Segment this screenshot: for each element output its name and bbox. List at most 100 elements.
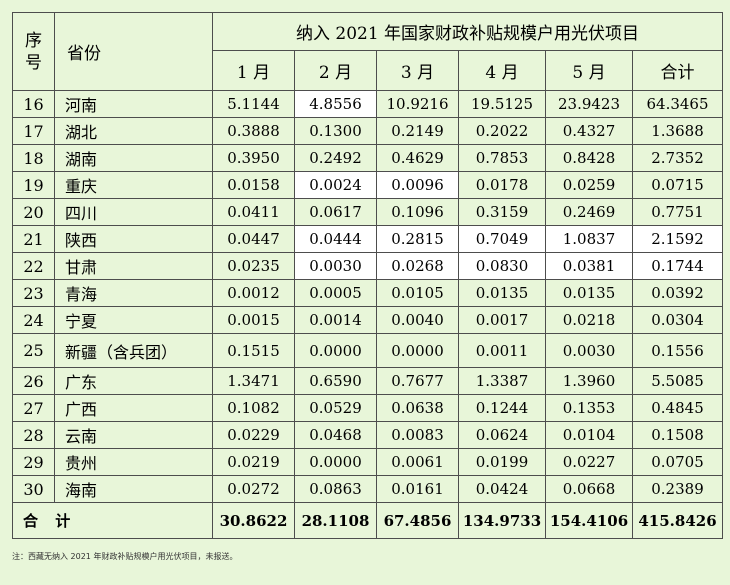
row-value: 0.3888 (212, 117, 295, 145)
row-value: 0.1244 (458, 394, 546, 422)
row-value: 0.8428 (545, 144, 633, 172)
header-title: 纳入 2021 年国家财政补贴规模户用光伏项目 (211, 12, 724, 51)
table-row: 26 广东 1.3471 0.6590 0.7677 1.3387 1.3960 5.5085 (12, 367, 724, 395)
row-value: 0.0005 (294, 279, 377, 307)
row-value: 0.0529 (294, 394, 377, 422)
row-value: 0.0178 (458, 171, 546, 199)
row-value: 0.0040 (376, 306, 459, 334)
row-value: 0.0219 (212, 448, 295, 476)
row-value: 0.0229 (212, 421, 295, 449)
row-value: 0.4629 (376, 144, 459, 172)
row-value: 1.3387 (458, 367, 546, 395)
total-value: 134.9733 (458, 502, 546, 539)
row-value: 0.0863 (294, 475, 377, 503)
row-value: 0.0304 (631, 306, 724, 334)
row-value: 0.0272 (212, 475, 295, 503)
row-value: 0.0000 (294, 448, 377, 476)
total-row: 合 计 30.8622 28.1108 67.4856 134.9733 154… (12, 502, 724, 539)
row-value: 0.0161 (376, 475, 459, 503)
row-seq: 29 (12, 448, 55, 476)
row-seq: 19 (12, 171, 55, 199)
row-seq: 22 (12, 252, 55, 280)
row-value: 0.6590 (294, 367, 377, 395)
row-value: 0.0096 (376, 171, 459, 199)
row-value: 0.0268 (376, 252, 459, 280)
row-province: 陕西 (54, 225, 213, 253)
table-row: 23 青海 0.0012 0.0005 0.0105 0.0135 0.0135 0.0392 (12, 279, 724, 307)
row-province: 贵州 (54, 448, 213, 476)
row-province: 湖北 (54, 117, 213, 145)
header-month-1: 1 月 (212, 50, 295, 91)
row-value: 0.0105 (376, 279, 459, 307)
header-province: 省份 (54, 12, 213, 91)
header-month-2: 2 月 (294, 50, 377, 91)
row-value: 0.0012 (212, 279, 295, 307)
row-seq: 20 (12, 198, 55, 226)
row-value: 0.0199 (458, 448, 546, 476)
row-value: 0.0015 (212, 306, 295, 334)
row-value: 0.0235 (212, 252, 295, 280)
table-row: 24 宁夏 0.0015 0.0014 0.0040 0.0017 0.0218 0.0304 (12, 306, 724, 334)
row-value: 0.2469 (545, 198, 633, 226)
row-value: 0.1556 (631, 333, 724, 368)
row-value: 0.0444 (294, 225, 377, 253)
table-row: 19 重庆 0.0158 0.0024 0.0096 0.0178 0.0259 0.0715 (12, 171, 724, 199)
header-month-5: 5 月 (545, 50, 633, 91)
table-row: 25 新疆（含兵团） 0.1515 0.0000 0.0000 0.0011 0.0030 0… (12, 333, 724, 368)
table-row: 30 海南 0.0272 0.0863 0.0161 0.0424 0.0668 0.2389 (12, 475, 724, 503)
row-value: 0.0468 (294, 421, 377, 449)
table-row: 29 贵州 0.0219 0.0000 0.0061 0.0199 0.0227 0.0705 (12, 448, 724, 476)
table-row: 16 河南 5.1144 4.8556 10.9216 19.5125 23.9423 64.… (12, 90, 724, 118)
row-value: 0.0024 (294, 171, 377, 199)
row-value: 23.9423 (545, 90, 633, 118)
row-value: 0.0104 (545, 421, 633, 449)
row-value: 10.9216 (376, 90, 459, 118)
table-row: 22 甘肃 0.0235 0.0030 0.0268 0.0830 0.0381 0.1744 (12, 252, 724, 280)
row-value: 0.1744 (631, 252, 724, 280)
row-value: 64.3465 (631, 90, 724, 118)
row-province: 海南 (54, 475, 213, 503)
row-value: 0.0259 (545, 171, 633, 199)
row-value: 0.0135 (458, 279, 546, 307)
row-value: 0.7751 (631, 198, 724, 226)
row-value: 0.0218 (545, 306, 633, 334)
table-row: 28 云南 0.0229 0.0468 0.0083 0.0624 0.0104 0.1508 (12, 421, 724, 449)
row-value: 1.3688 (631, 117, 724, 145)
row-province: 甘肃 (54, 252, 213, 280)
row-value: 4.8556 (294, 90, 377, 118)
row-value: 0.0705 (631, 448, 724, 476)
header-seq: 序号 (12, 12, 55, 91)
row-value: 0.0000 (294, 333, 377, 368)
row-value: 0.3950 (212, 144, 295, 172)
row-value: 0.0014 (294, 306, 377, 334)
row-province: 广东 (54, 367, 213, 395)
row-value: 0.1096 (376, 198, 459, 226)
pv-subsidy-table: 序号 省份 纳入 2021 年国家财政补贴规模户用光伏项目 1 月 2 月 3 … (12, 12, 724, 539)
row-seq: 26 (12, 367, 55, 395)
total-label: 合 计 (12, 502, 213, 539)
data-table-container: 序号 省份 纳入 2021 年国家财政补贴规模户用光伏项目 1 月 2 月 3 … (12, 12, 724, 539)
row-value: 1.3471 (212, 367, 295, 395)
row-value: 0.2149 (376, 117, 459, 145)
row-value: 0.0411 (212, 198, 295, 226)
row-value: 0.0011 (458, 333, 546, 368)
row-value: 1.3960 (545, 367, 633, 395)
row-value: 5.1144 (212, 90, 295, 118)
total-value: 415.8426 (631, 502, 724, 539)
row-value: 0.2492 (294, 144, 377, 172)
total-value: 67.4856 (376, 502, 459, 539)
row-value: 0.0617 (294, 198, 377, 226)
row-value: 0.1082 (212, 394, 295, 422)
table-row: 27 广西 0.1082 0.0529 0.0638 0.1244 0.1353 0.4845 (12, 394, 724, 422)
footnote: 注：西藏无纳入 2021 年财政补贴规模户用光伏项目，未报送。 (12, 552, 238, 561)
row-value: 0.0030 (294, 252, 377, 280)
row-value: 0.1300 (294, 117, 377, 145)
row-province: 重庆 (54, 171, 213, 199)
row-value: 0.0424 (458, 475, 546, 503)
row-seq: 21 (12, 225, 55, 253)
row-province: 新疆（含兵团） (54, 333, 213, 368)
row-value: 0.0668 (545, 475, 633, 503)
row-province: 四川 (54, 198, 213, 226)
row-value: 0.0227 (545, 448, 633, 476)
row-value: 0.0392 (631, 279, 724, 307)
